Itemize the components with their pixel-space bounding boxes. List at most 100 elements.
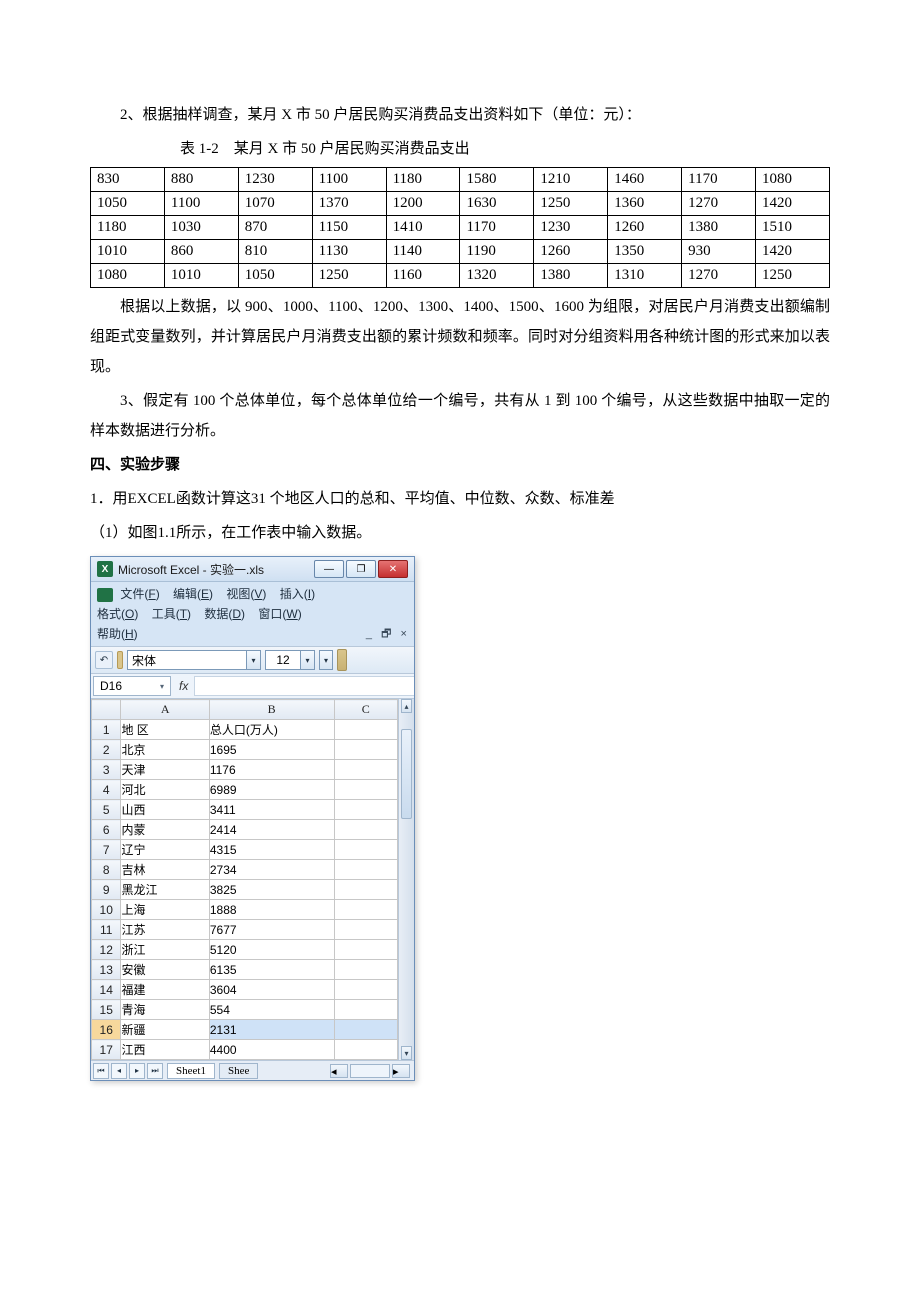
grid-cell[interactable]: 浙江 [121,940,209,960]
scroll-down-icon[interactable]: ▾ [401,1046,412,1060]
scroll-up-icon[interactable]: ▴ [401,699,412,713]
formula-input[interactable] [194,676,414,696]
grid-cell[interactable]: 福建 [121,980,209,1000]
column-header[interactable]: A [121,700,209,720]
font-dropdown-icon[interactable]: ▾ [247,650,261,670]
grid-cell[interactable]: 北京 [121,740,209,760]
grid-cell[interactable]: 总人口(万人) [209,720,334,740]
sheet-tab-next[interactable]: Shee [219,1063,258,1079]
grid-cell[interactable] [334,960,398,980]
grid-cell[interactable] [334,820,398,840]
grid-cell[interactable]: 4315 [209,840,334,860]
row-header[interactable]: 13 [92,960,121,980]
row-header[interactable]: 16 [92,1020,121,1040]
close-button[interactable]: ✕ [378,560,408,578]
grid-cell[interactable] [334,1000,398,1020]
menu-view[interactable]: 视图(V) [226,587,266,601]
menu-tools[interactable]: 工具(T) [152,607,191,621]
grid-cell[interactable]: 2131 [209,1020,334,1040]
spreadsheet-grid[interactable]: ABC1地 区总人口(万人)2北京16953天津11764河北69895山西34… [91,699,398,1060]
more-dropdown-icon[interactable]: ▾ [319,650,333,670]
sheet-tab-active[interactable]: Sheet1 [167,1063,215,1079]
row-header[interactable]: 15 [92,1000,121,1020]
grid-cell[interactable] [334,720,398,740]
grid-cell[interactable]: 6989 [209,780,334,800]
grid-cell[interactable]: 辽宁 [121,840,209,860]
row-header[interactable]: 5 [92,800,121,820]
grid-cell[interactable]: 河北 [121,780,209,800]
grid-cell[interactable]: 3825 [209,880,334,900]
grid-cell[interactable] [334,840,398,860]
row-header[interactable]: 17 [92,1040,121,1060]
row-header[interactable]: 6 [92,820,121,840]
grid-cell[interactable] [334,760,398,780]
grid-cell[interactable]: 7677 [209,920,334,940]
fontsize-select[interactable]: 12 [265,650,301,670]
fontsize-dropdown-icon[interactable]: ▾ [301,650,315,670]
sheet-nav-last[interactable]: ⏭ [147,1063,163,1079]
row-header[interactable]: 7 [92,840,121,860]
grid-cell[interactable]: 地 区 [121,720,209,740]
grid-cell[interactable]: 1888 [209,900,334,920]
menu-file[interactable]: 文件(F) [120,587,159,601]
row-header[interactable]: 8 [92,860,121,880]
menu-edit[interactable]: 编辑(E) [173,587,213,601]
grid-cell[interactable]: 1176 [209,760,334,780]
grid-cell[interactable]: 554 [209,1000,334,1020]
workbook-icon[interactable] [97,588,113,602]
vertical-scrollbar[interactable]: ▴ ▾ [398,699,414,1060]
grid-cell[interactable]: 4400 [209,1040,334,1060]
grid-cell[interactable]: 6135 [209,960,334,980]
menu-help[interactable]: 帮助(H) [97,624,138,644]
grid-cell[interactable]: 新疆 [121,1020,209,1040]
row-header[interactable]: 3 [92,760,121,780]
row-header[interactable]: 11 [92,920,121,940]
grid-cell[interactable]: 3604 [209,980,334,1000]
row-header[interactable]: 12 [92,940,121,960]
row-header[interactable]: 9 [92,880,121,900]
row-header[interactable]: 14 [92,980,121,1000]
grid-cell[interactable] [334,800,398,820]
grid-cell[interactable] [334,900,398,920]
grid-cell[interactable]: 山西 [121,800,209,820]
grid-cell[interactable]: 上海 [121,900,209,920]
grid-cell[interactable] [334,780,398,800]
grid-cell[interactable] [334,920,398,940]
row-header[interactable]: 2 [92,740,121,760]
row-header[interactable]: 4 [92,780,121,800]
menu-data[interactable]: 数据(D) [204,607,245,621]
grid-cell[interactable]: 天津 [121,760,209,780]
grid-cell[interactable] [334,980,398,1000]
grid-cell[interactable]: 黑龙江 [121,880,209,900]
column-header[interactable]: C [334,700,398,720]
menu-insert[interactable]: 插入(I) [280,587,315,601]
row-header[interactable]: 10 [92,900,121,920]
sheet-nav-first[interactable]: ⏮ [93,1063,109,1079]
grid-cell[interactable]: 内蒙 [121,820,209,840]
grid-cell[interactable] [334,860,398,880]
grid-cell[interactable]: 3411 [209,800,334,820]
grid-cell[interactable]: 安徽 [121,960,209,980]
hscroll-right-icon[interactable]: ▸ [392,1064,410,1078]
menu-window[interactable]: 窗口(W) [258,607,301,621]
grid-cell[interactable]: 2414 [209,820,334,840]
grid-cell[interactable] [334,1020,398,1040]
undo-button[interactable]: ↶ [95,651,113,669]
row-header[interactable]: 1 [92,720,121,740]
select-all-corner[interactable] [92,700,121,720]
hscroll-left-icon[interactable]: ◂ [330,1064,348,1078]
mdi-controls[interactable]: _ 🗗 × [366,624,408,644]
fx-icon[interactable]: fx [173,679,194,693]
sheet-nav-prev[interactable]: ◂ [111,1063,127,1079]
name-box[interactable]: D16▾ [93,676,171,696]
menu-format[interactable]: 格式(O) [97,607,138,621]
grid-cell[interactable]: 江西 [121,1040,209,1060]
minimize-button[interactable]: — [314,560,344,578]
grid-cell[interactable] [334,1040,398,1060]
grid-cell[interactable] [334,940,398,960]
grid-cell[interactable] [334,740,398,760]
grid-cell[interactable]: 5120 [209,940,334,960]
grid-cell[interactable]: 1695 [209,740,334,760]
grid-cell[interactable] [334,880,398,900]
column-header[interactable]: B [209,700,334,720]
